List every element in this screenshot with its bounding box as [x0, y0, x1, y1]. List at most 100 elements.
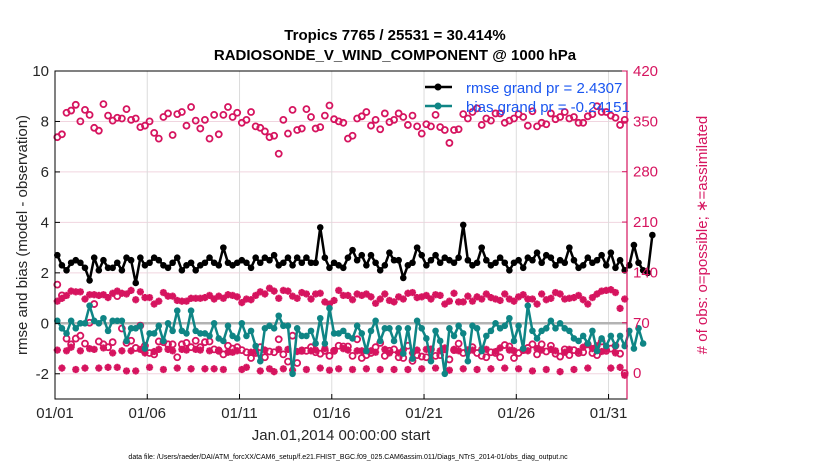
data-file-footnote: data file: /Users/raeder/DAI/ATM_forcXX/… — [128, 454, 568, 461]
obs-assimilated-marker — [510, 347, 518, 355]
obs-possible-marker — [334, 117, 343, 126]
bias-point — [589, 327, 596, 335]
obs-possible-marker — [122, 105, 131, 114]
obs-assimilated-marker — [455, 347, 463, 355]
obs-assimilated-marker — [538, 290, 546, 298]
obs-assimilated-marker — [528, 367, 537, 375]
obs-possible-marker — [390, 345, 398, 354]
obs-possible-marker — [154, 134, 163, 143]
bias-point — [187, 307, 195, 314]
obs-assimilated-marker — [376, 365, 384, 374]
bias-point — [506, 314, 513, 322]
obs-assimilated-marker — [76, 347, 84, 355]
obs-assimilated-marker — [376, 295, 384, 303]
rmse-point — [478, 244, 485, 251]
bias-point — [542, 325, 550, 332]
bias-point — [432, 327, 439, 335]
obs-assimilated-marker — [473, 365, 481, 374]
rmse-point — [409, 259, 416, 267]
bias-point — [455, 322, 462, 330]
rmse-point — [113, 259, 121, 267]
x-tick-label: 01/16 — [313, 405, 351, 422]
obs-assimilated-marker — [99, 344, 108, 352]
bias-point — [127, 325, 135, 332]
bias-point — [146, 330, 153, 337]
obs-possible-marker — [214, 130, 223, 139]
rmse-point — [450, 259, 458, 267]
obs-assimilated-marker — [538, 346, 546, 354]
obs-assimilated-marker — [293, 294, 301, 302]
obs-possible-marker — [380, 109, 389, 118]
obs-assimilated-marker — [584, 300, 592, 308]
rmse-point — [280, 259, 287, 267]
obs-possible-marker — [279, 116, 288, 124]
obs-possible-marker — [431, 110, 440, 119]
obs-assimilated-marker — [247, 296, 255, 304]
obs-possible-marker — [546, 109, 555, 118]
obs-possible-marker — [440, 126, 449, 134]
obs-assimilated-marker — [302, 290, 311, 298]
bias-point — [598, 335, 605, 342]
obs-possible-marker — [533, 122, 541, 131]
obs-possible-marker — [233, 108, 242, 117]
bias-point — [436, 337, 444, 345]
obs-possible-marker — [316, 123, 325, 132]
obs-markers — [53, 100, 629, 379]
obs-assimilated-marker — [145, 363, 154, 371]
obs-assimilated-marker — [302, 365, 311, 374]
obs-assimilated-marker — [127, 347, 135, 355]
bias-point — [584, 340, 592, 347]
obs-possible-marker — [325, 101, 334, 110]
y-tick-label: 4 — [41, 214, 49, 231]
bias-point — [556, 320, 564, 327]
obs-possible-marker — [399, 113, 408, 121]
rmse-point — [630, 241, 638, 249]
obs-possible-marker — [53, 280, 62, 289]
obs-possible-marker — [58, 291, 66, 300]
obs-possible-marker — [67, 106, 76, 115]
obs-assimilated-marker — [551, 347, 560, 355]
bias-point — [353, 322, 361, 330]
obs-possible-marker — [76, 331, 85, 340]
obs-assimilated-marker — [275, 345, 283, 353]
obs-assimilated-marker — [616, 304, 624, 312]
obs-assimilated-marker — [122, 367, 131, 375]
bias-point — [626, 327, 633, 335]
obs-assimilated-marker — [58, 364, 66, 372]
legend-bias-marker — [434, 102, 442, 110]
rmse-point — [593, 256, 601, 264]
rmse-point — [109, 264, 116, 272]
bias-point — [510, 337, 518, 345]
obs-assimilated-marker — [514, 365, 523, 373]
obs-assimilated-marker — [574, 347, 583, 356]
bias-point — [77, 320, 84, 327]
bias-point — [100, 314, 107, 322]
obs-assimilated-marker — [505, 295, 513, 303]
obs-possible-marker — [288, 331, 297, 340]
obs-assimilated-marker — [330, 296, 338, 305]
rmse-point — [386, 249, 393, 256]
obs-possible-marker — [260, 127, 269, 136]
rmse-point — [298, 259, 306, 267]
bias-point — [612, 342, 619, 350]
obs-assimilated-marker — [261, 290, 269, 298]
bias-point — [270, 325, 278, 332]
bias-point — [104, 327, 112, 335]
obs-possible-marker — [81, 105, 89, 114]
obs-possible-marker — [574, 118, 583, 127]
bias-point — [118, 317, 126, 325]
obs-possible-marker — [219, 110, 228, 119]
bias-point — [72, 325, 80, 332]
y-tick-label: 2 — [41, 265, 49, 282]
obs-assimilated-marker — [279, 365, 287, 373]
bias-point — [316, 314, 324, 322]
obs-assimilated-marker — [496, 344, 504, 352]
obs-possible-marker — [127, 116, 136, 124]
obs-assimilated-marker — [404, 365, 412, 374]
rmse-point — [538, 259, 545, 267]
bias-point — [67, 317, 75, 325]
obs-possible-marker — [210, 110, 219, 119]
obs-assimilated-marker — [607, 364, 615, 372]
obs-assimilated-marker — [501, 290, 509, 298]
bias-point — [238, 320, 246, 327]
